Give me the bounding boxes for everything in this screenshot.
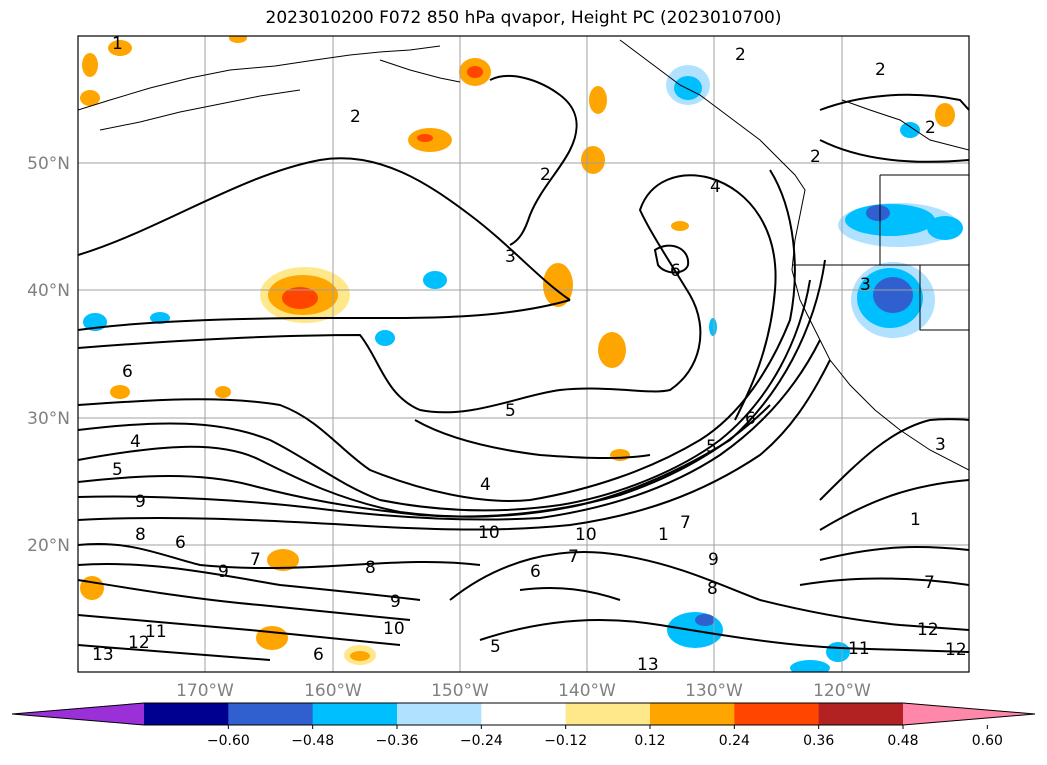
- contour-label: 11: [145, 622, 167, 642]
- colorbar-tick-label: −0.24: [460, 733, 503, 749]
- contour-label: 4: [710, 177, 721, 197]
- contour-label: 2: [925, 118, 936, 138]
- contour-labels: 1 2 2 2 2 2 2 3 3 3 4 4 5 5 5 5 6 6 6 6 …: [92, 34, 967, 675]
- contour-label: 7: [250, 550, 261, 570]
- contour-label: 7: [568, 547, 579, 567]
- colorbar-segment: [144, 703, 229, 725]
- contour-label: 12: [945, 640, 967, 660]
- colorbar-segment: [818, 703, 904, 725]
- contour-label: 6: [313, 645, 324, 665]
- colorbar-tick-label: 0.12: [634, 733, 665, 749]
- contour-label: 10: [575, 525, 597, 545]
- contour-label: 12: [128, 633, 150, 653]
- colorbar-extend-high: [903, 703, 1035, 725]
- contour-label: 1: [112, 34, 123, 54]
- colorbar-segment: [734, 703, 820, 725]
- map-frame: [77, 35, 970, 673]
- contour-label: 2: [810, 147, 821, 167]
- longitude-label: 160°W: [304, 681, 362, 701]
- contour-label: 3: [860, 275, 871, 295]
- contour-label: 13: [637, 655, 659, 675]
- contour-label: 9: [708, 550, 719, 570]
- coastlines: [78, 39, 969, 471]
- latitude-label: 50°N: [27, 154, 70, 174]
- contour-label: 7: [924, 573, 935, 593]
- colorbar-extend-low: [12, 703, 144, 725]
- longitude-label: 150°W: [431, 681, 489, 701]
- contour-label: 3: [935, 435, 946, 455]
- colorbar-tick-label: 0.60: [972, 733, 1003, 749]
- colorbar-segment: [650, 703, 735, 725]
- colorbar-segment: [481, 703, 567, 725]
- longitude-label: 140°W: [558, 681, 616, 701]
- colorbar-segment: [228, 703, 314, 725]
- contour-label: 7: [680, 513, 691, 533]
- map-title: 2023010200 F072 850 hPa qvapor, Height P…: [265, 8, 782, 28]
- contour-label: 5: [505, 401, 516, 421]
- longitude-labels: 170°W 160°W 150°W 140°W 130°W 120°W: [176, 681, 871, 701]
- contour-label: 10: [478, 523, 500, 543]
- gridlines: [78, 36, 969, 672]
- contour-label: 5: [490, 637, 501, 657]
- contour-label: 3: [505, 247, 516, 267]
- contour-label: 8: [707, 579, 718, 599]
- colorbar-segment: [312, 703, 398, 725]
- contour-label: 4: [480, 475, 491, 495]
- latitude-label: 20°N: [27, 536, 70, 556]
- contour-label: 2: [350, 107, 361, 127]
- latitude-label: 40°N: [27, 281, 70, 301]
- colorbar-tick-label: 0.48: [887, 733, 918, 749]
- contour-label: 5: [112, 460, 123, 480]
- contour-label: 1: [658, 525, 669, 545]
- colorbar-tick-label: −0.12: [544, 733, 587, 749]
- colorbar-segment: [565, 703, 651, 725]
- contour-label: 1: [910, 510, 921, 530]
- moisture-anomaly-shading: [80, 36, 963, 672]
- height-contours: [78, 75, 969, 661]
- colorbar: −0.60 −0.48 −0.36 −0.24 −0.12 0.12 0.24 0.36 0.4…: [11, 702, 1036, 749]
- contour-label: 2: [875, 60, 886, 80]
- contour-label: 6: [175, 533, 186, 553]
- map-panel: [78, 36, 969, 672]
- contour-label: 6: [122, 362, 133, 382]
- colorbar-tick-label: 0.24: [719, 733, 750, 749]
- colorbar-tick-label: −0.60: [207, 733, 250, 749]
- contour-label: 5: [706, 437, 717, 457]
- longitude-label: 170°W: [176, 681, 234, 701]
- contour-label: 2: [735, 45, 746, 65]
- contour-label: 6: [745, 409, 756, 429]
- colorbar-outline: [11, 702, 1036, 726]
- contour-label: 8: [365, 558, 376, 578]
- longitude-label: 130°W: [685, 681, 743, 701]
- latitude-labels: 50°N 40°N 30°N 20°N: [27, 154, 70, 556]
- contour-label: 13: [92, 645, 114, 665]
- contour-label: 9: [390, 592, 401, 612]
- contour-label: 4: [130, 432, 141, 452]
- contour-label: 10: [383, 619, 405, 639]
- contour-label: 9: [135, 492, 146, 512]
- contour-label: 6: [530, 562, 541, 582]
- latitude-label: 30°N: [27, 409, 70, 429]
- contour-label: 6: [670, 261, 681, 281]
- colorbar-tick-label: −0.48: [291, 733, 334, 749]
- contour-label: 8: [135, 525, 146, 545]
- contour-label: 11: [848, 639, 870, 659]
- colorbar-tick-label: −0.36: [376, 733, 419, 749]
- colorbar-segment: [397, 703, 482, 725]
- contour-label: 12: [917, 620, 939, 640]
- colorbar-tick-label: 0.36: [803, 733, 834, 749]
- contour-label: 2: [540, 165, 551, 185]
- contour-label: 9: [218, 562, 229, 582]
- longitude-label: 120°W: [813, 681, 871, 701]
